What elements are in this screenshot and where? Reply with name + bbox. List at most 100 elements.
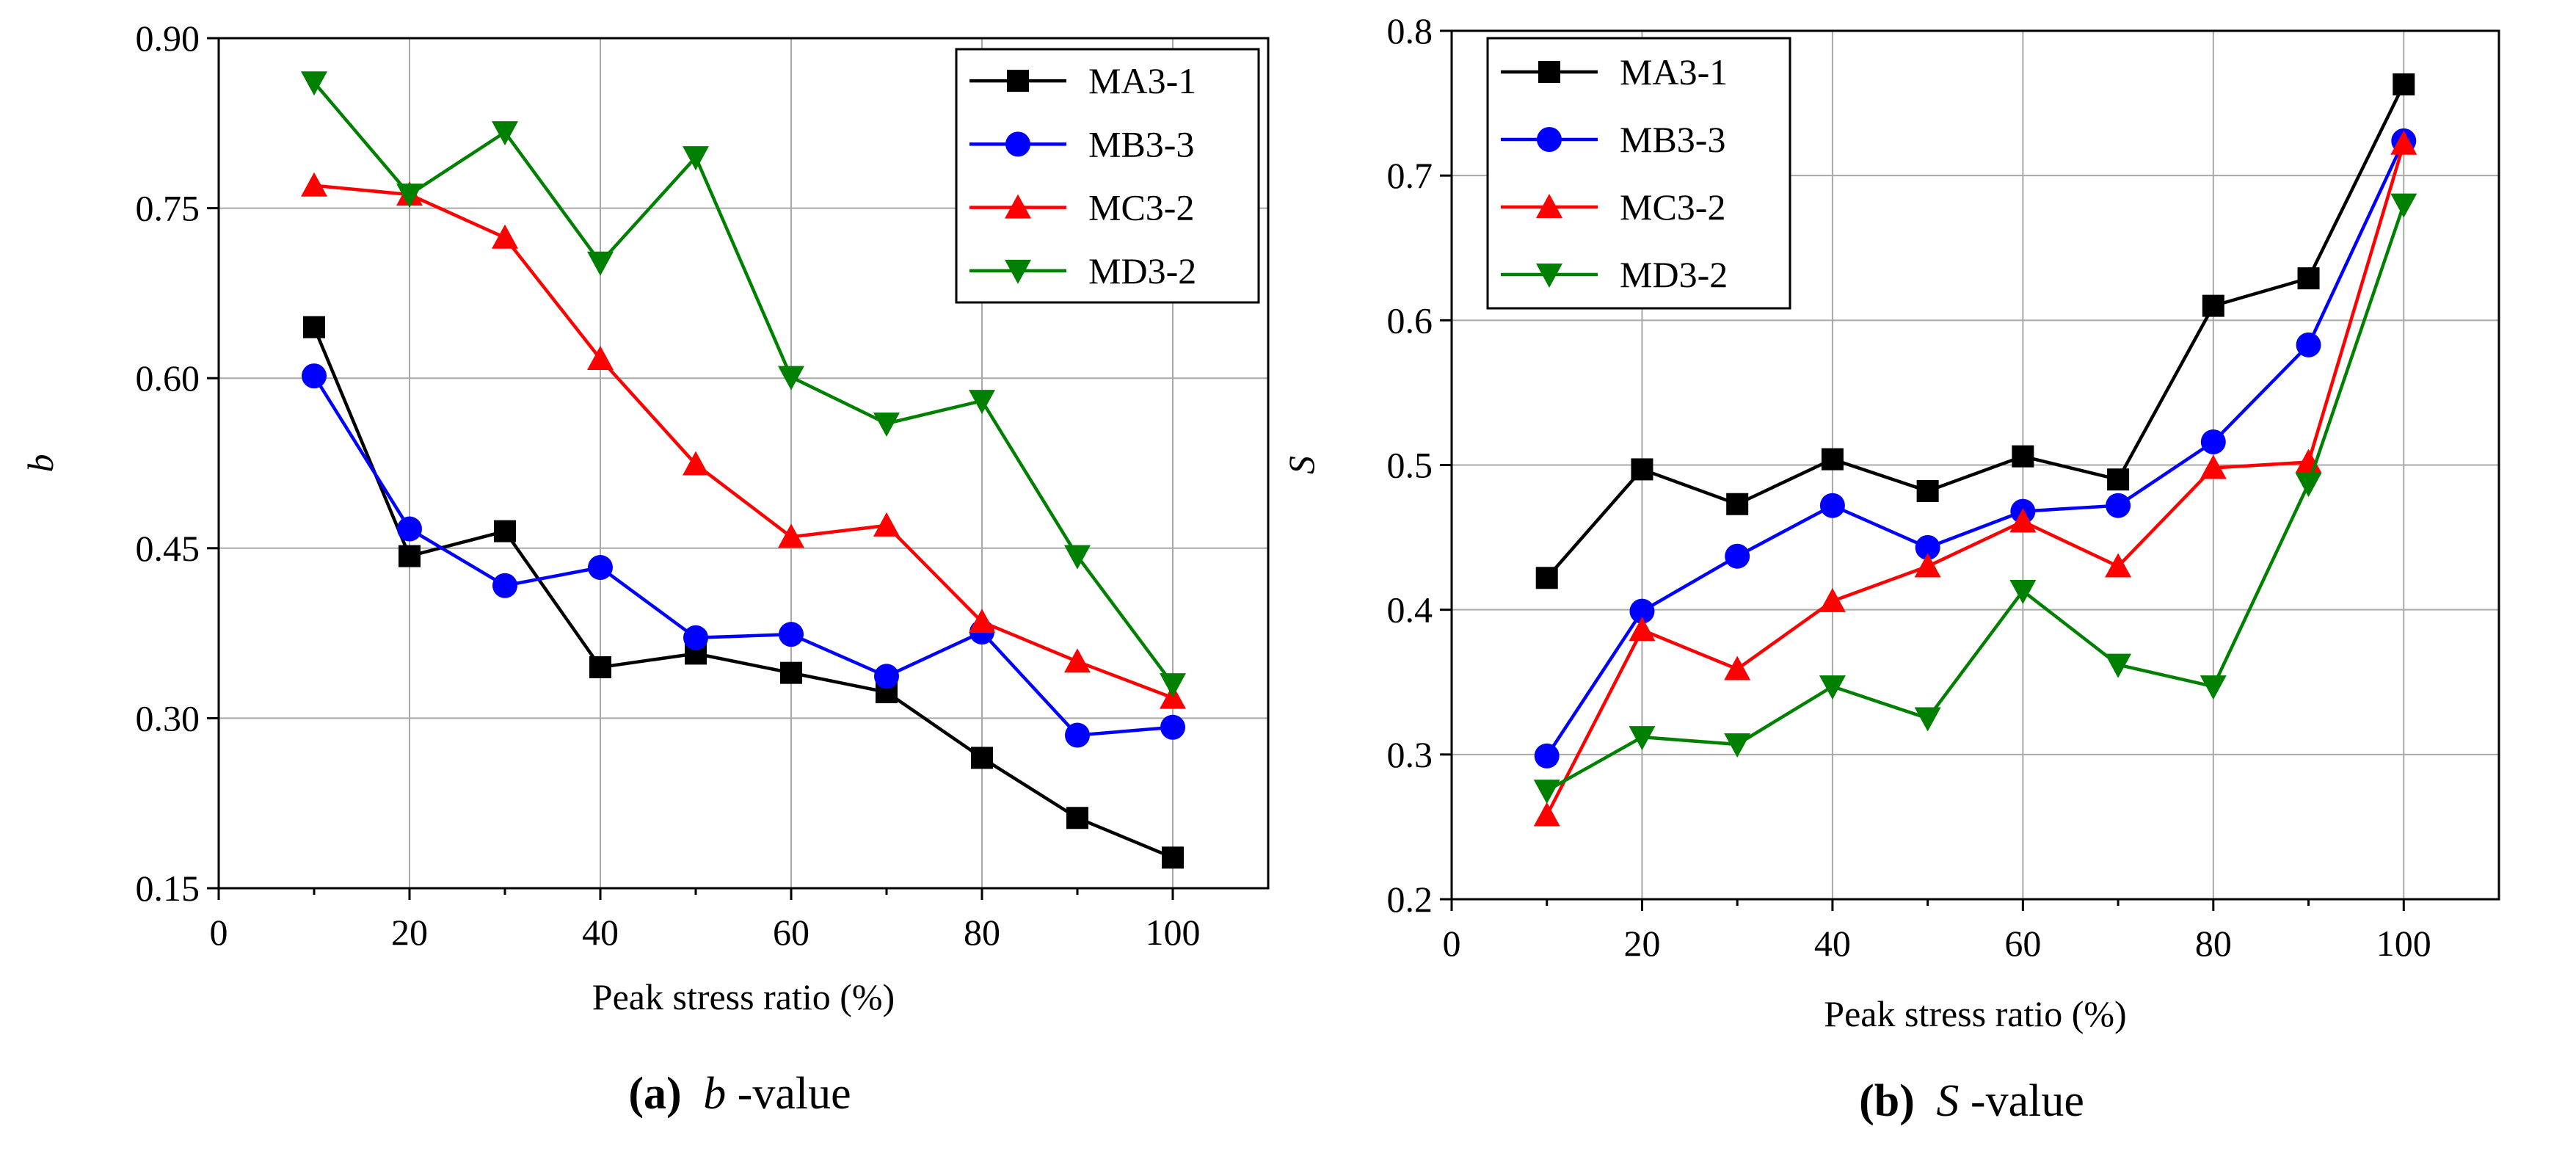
panel-b-ticks: 0 20 40 60 80 100 0.2 0.3 0.4 0.5 0.6 0.7 0.8 xyxy=(1387,10,2431,964)
panel-a-y-tick-label: 0.30 xyxy=(136,697,200,738)
panel-b-series-mb3-3-point xyxy=(1915,534,1940,560)
panel-b-series-md3-2-line xyxy=(1546,203,2406,793)
panel-b: 0 20 40 60 80 100 0.2 0.3 0.4 0.5 0.6 0.7 0.8 Peak s… xyxy=(1281,10,2500,1126)
panel-b-series-mb3-3-point xyxy=(2296,332,2321,357)
panel-b-y-tick-label: 0.8 xyxy=(1387,10,1433,51)
panel-b-x-tick-label: 80 xyxy=(2195,923,2232,964)
panel-b-legend-mb3-3-label: MB3-3 xyxy=(1620,119,1725,160)
panel-a-legend-mb3-3-marker xyxy=(1005,131,1030,157)
panel-a-series-md3-2-point xyxy=(301,71,327,96)
panel-a-legend-mc3-2-label: MC3-2 xyxy=(1088,187,1194,228)
panel-b-series-mb3-3-point xyxy=(2200,429,2226,454)
panel-b-series-md3-2-point xyxy=(2105,653,2132,678)
panel-b-series-md3-2-point xyxy=(1819,675,1846,700)
panel-a-series-mc3-2-point xyxy=(969,609,995,633)
panel-b-legend-md3-2-marker xyxy=(1536,264,1562,288)
panel-b-series-ma3-1-point xyxy=(2107,468,2130,491)
panel-a-series-md3-2-point xyxy=(778,366,804,391)
panel-b-x-tick-label: 20 xyxy=(1623,923,1660,964)
panel-a-series-mb3-3-point xyxy=(492,573,517,598)
panel-b-x-tick-label: 60 xyxy=(2004,923,2041,964)
panel-a-series-md3-2-point xyxy=(492,121,518,146)
panel-a-series-md3-2-point xyxy=(587,251,614,276)
panel-b-series-ma3-1-point xyxy=(1916,479,1939,502)
panel-b-series-mc3-2-point xyxy=(2390,130,2417,155)
panel-b-x-tick-label: 100 xyxy=(2376,923,2431,964)
panel-b-y-tick-label: 0.5 xyxy=(1387,445,1433,486)
panel-a-series-mc3-2-point xyxy=(492,224,518,249)
panel-a-legend-md3-2-label: MD3-2 xyxy=(1088,250,1196,291)
panel-b-series-mb3-3-line xyxy=(1545,139,2406,758)
panel-a-series-md3-2-point xyxy=(1064,545,1091,570)
panel-a-series-ma3-1-point xyxy=(303,316,325,338)
panel-b-series-md3-2-point xyxy=(2295,473,2322,498)
panel-b-series-md3-2-point xyxy=(2390,193,2417,218)
panel-a-y-tick-label: 0.15 xyxy=(136,868,200,909)
panel-a-ticks: 0 20 40 60 80 100 0.15 0.30 0.45 0.60 0.75 0.90 xyxy=(136,18,1201,953)
panel-a-y-axis-title: b xyxy=(20,454,61,473)
panel-a-x-tick-label: 0 xyxy=(210,912,228,953)
panel-a-series-mc3-2-point xyxy=(778,523,804,548)
panel-b-y-tick-label: 0.7 xyxy=(1387,155,1433,196)
panel-b-legend-ma3-1-label: MA3-1 xyxy=(1620,51,1728,92)
panel-b-series-ma3-1-point xyxy=(1821,448,1844,471)
panel-b-series-mb3-3-point xyxy=(1819,493,1845,518)
panel-a-caption: (a) b -value xyxy=(628,1069,851,1119)
panel-b-legend-ma3-1-marker xyxy=(1538,61,1560,83)
panel-a-series-mb3-3-point xyxy=(1065,722,1090,748)
panel-b-series-mc3-2-point xyxy=(1533,802,1560,827)
panel-a-series-mc3-2-point xyxy=(873,512,900,537)
panel-a-series-mb3-3-point xyxy=(1160,714,1185,740)
panel-a-x-tick-label: 40 xyxy=(582,912,619,953)
panel-b-series-ma3-1-point xyxy=(1631,458,1653,481)
panel-a-series-ma3-1-point xyxy=(1066,807,1088,829)
panel-a-series-ma3-1-point xyxy=(780,661,802,684)
panel-a-series xyxy=(301,71,1186,869)
panel-b-y-tick-label: 0.4 xyxy=(1387,589,1433,631)
panel-b-series-mc3-2-point xyxy=(1819,587,1846,612)
panel-b-series-md3-2-point xyxy=(1724,733,1751,758)
panel-b-series-ma3-1-point xyxy=(2202,294,2224,317)
panel-a-legend-md3-2-marker xyxy=(1005,259,1031,284)
panel-b-legend-box xyxy=(1486,37,1791,310)
panel-a-y-tick-label: 0.75 xyxy=(136,188,200,229)
panel-a-series-ma3-1-point xyxy=(971,747,993,769)
panel-b-series-ma3-1-line xyxy=(1546,83,2406,579)
panel-a-legend: MA3-1 MB3-3 MC3-2 MD3-2 xyxy=(955,48,1260,304)
panel-b-caption-symbol: S xyxy=(1936,1076,1959,1126)
panel-a-series-md3-2-point xyxy=(969,390,995,415)
panel-a-series-mc3-2-point xyxy=(587,345,614,370)
panel-b-series-mc3-2-point xyxy=(1914,553,1941,578)
panel-b-x-tick-label: 40 xyxy=(1814,923,1851,964)
panel-a-series-md3-2-point xyxy=(1160,673,1186,698)
panel-b-series-mc3-2-point xyxy=(2200,454,2227,479)
panel-b-series-md3-2-point xyxy=(2200,675,2227,700)
panel-b-series-ma3-1-point xyxy=(2012,445,2034,468)
panel-a-legend-ma3-1-label: MA3-1 xyxy=(1088,60,1196,101)
panel-a-caption-suffix: -value xyxy=(738,1069,851,1119)
panel-a-legend-mb3-3-label: MB3-3 xyxy=(1088,123,1194,164)
panel-a-x-axis-title: Peak stress ratio (%) xyxy=(592,976,895,1017)
panel-b-series-ma3-1-point xyxy=(1726,493,1749,515)
panel-a-series-md3-2-point xyxy=(873,412,900,437)
panel-a-legend-ma3-1-marker xyxy=(1007,70,1029,92)
panel-a-series-mc3-2-point xyxy=(301,172,327,197)
panel-a-series-mb3-3-point xyxy=(397,516,422,542)
panel-a-y-tick-label: 0.90 xyxy=(136,18,200,59)
panel-a-series-ma3-1-line xyxy=(312,326,1174,860)
panel-b-series-md3-2-point xyxy=(1914,707,1941,732)
panel-a-caption-letter: (a) xyxy=(628,1069,681,1119)
panel-b-series-md3-2-point xyxy=(1629,726,1656,751)
panel-a-series-md3-2-line xyxy=(313,81,1174,686)
panel-a-series-ma3-1-point xyxy=(494,520,516,542)
panel-b-series-mb3-3-point xyxy=(1629,598,1655,624)
panel-a-x-tick-label: 60 xyxy=(773,912,809,953)
panel-b-series-mc3-2-point xyxy=(1724,656,1751,680)
panel-a-x-tick-label: 100 xyxy=(1146,912,1201,953)
panel-b-y-axis-title: S xyxy=(1281,456,1322,474)
panel-a-x-tick-label: 20 xyxy=(391,912,428,953)
panel-a-caption-symbol: b xyxy=(703,1069,726,1119)
panel-b-series-mc3-2-point xyxy=(1629,617,1656,642)
panel-a-series-ma3-1-point xyxy=(589,656,611,678)
